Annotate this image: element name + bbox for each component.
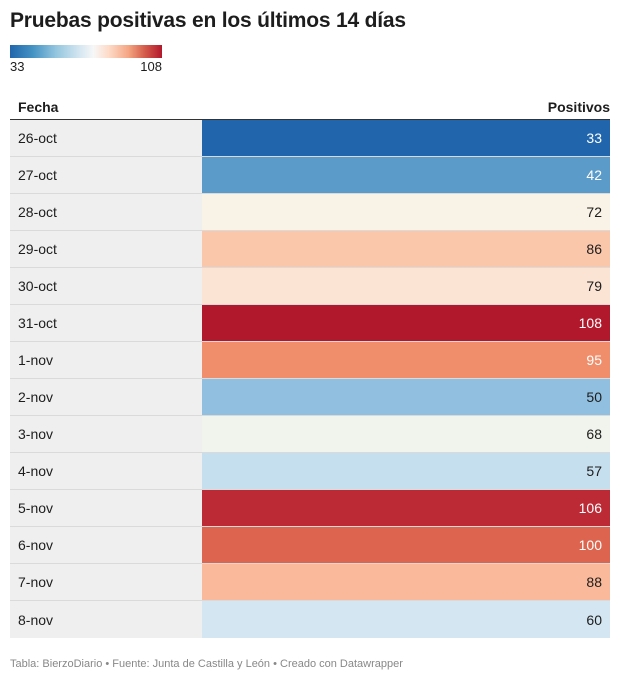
cell-positivos: 95 — [202, 342, 610, 378]
table-row: 6-nov 100 — [10, 527, 610, 564]
cell-fecha: 29-oct — [10, 231, 202, 267]
cell-fecha: 2-nov — [10, 379, 202, 415]
table-row: 27-oct 42 — [10, 157, 610, 194]
table-row: 31-oct 108 — [10, 305, 610, 342]
cell-positivos: 86 — [202, 231, 610, 267]
table-row: 7-nov 88 — [10, 564, 610, 601]
cell-positivos: 100 — [202, 527, 610, 563]
cell-positivos: 57 — [202, 453, 610, 489]
cell-positivos: 106 — [202, 490, 610, 526]
column-header-positivos[interactable]: Positivos — [547, 98, 610, 115]
cell-positivos: 88 — [202, 564, 610, 600]
cell-fecha: 30-oct — [10, 268, 202, 304]
cell-fecha: 8-nov — [10, 601, 202, 638]
cell-positivos: 68 — [202, 416, 610, 452]
column-header-fecha[interactable]: Fecha — [18, 98, 59, 115]
cell-fecha: 7-nov — [10, 564, 202, 600]
cell-positivos: 42 — [202, 157, 610, 193]
cell-fecha: 4-nov — [10, 453, 202, 489]
table-row: 1-nov 95 — [10, 342, 610, 379]
legend-min-label: 33 — [10, 59, 25, 74]
table-row: 30-oct 79 — [10, 268, 610, 305]
cell-positivos: 60 — [202, 601, 610, 638]
color-legend: 33 108 — [10, 45, 162, 74]
table-row: 29-oct 86 — [10, 231, 610, 268]
table-row: 26-oct 33 — [10, 120, 610, 157]
chart-title: Pruebas positivas en los últimos 14 días — [10, 9, 406, 32]
legend-max-label: 108 — [140, 59, 162, 74]
data-table: Fecha Positivos 26-oct 33 27-oct 42 28-oct 72… — [10, 94, 610, 638]
cell-positivos: 33 — [202, 120, 610, 156]
table-row: 4-nov 57 — [10, 453, 610, 490]
cell-fecha: 3-nov — [10, 416, 202, 452]
table-row: 2-nov 50 — [10, 379, 610, 416]
legend-labels: 33 108 — [10, 59, 162, 74]
cell-fecha: 1-nov — [10, 342, 202, 378]
table-row: 3-nov 68 — [10, 416, 610, 453]
cell-fecha: 5-nov — [10, 490, 202, 526]
table-row: 5-nov 106 — [10, 490, 610, 527]
cell-positivos: 72 — [202, 194, 610, 230]
cell-fecha: 6-nov — [10, 527, 202, 563]
footer-credits: Tabla: BierzoDiario • Fuente: Junta de C… — [10, 658, 403, 670]
cell-fecha: 27-oct — [10, 157, 202, 193]
table-row: 8-nov 60 — [10, 601, 610, 638]
cell-positivos: 50 — [202, 379, 610, 415]
cell-fecha: 28-oct — [10, 194, 202, 230]
cell-fecha: 31-oct — [10, 305, 202, 341]
legend-gradient — [10, 45, 162, 58]
cell-fecha: 26-oct — [10, 120, 202, 156]
cell-positivos: 79 — [202, 268, 610, 304]
table-row: 28-oct 72 — [10, 194, 610, 231]
cell-positivos: 108 — [202, 305, 610, 341]
table-header: Fecha Positivos — [10, 94, 610, 120]
table-body: 26-oct 33 27-oct 42 28-oct 72 29-oct 86 30-oct 79… — [10, 120, 610, 638]
